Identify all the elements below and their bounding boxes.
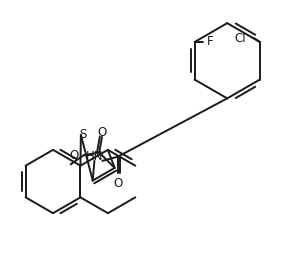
Text: HN: HN <box>86 150 103 163</box>
Text: F: F <box>206 35 213 49</box>
Text: O: O <box>113 177 123 190</box>
Text: O: O <box>69 149 79 162</box>
Text: O: O <box>97 126 107 139</box>
Text: Cl: Cl <box>234 32 246 45</box>
Text: S: S <box>79 128 87 141</box>
